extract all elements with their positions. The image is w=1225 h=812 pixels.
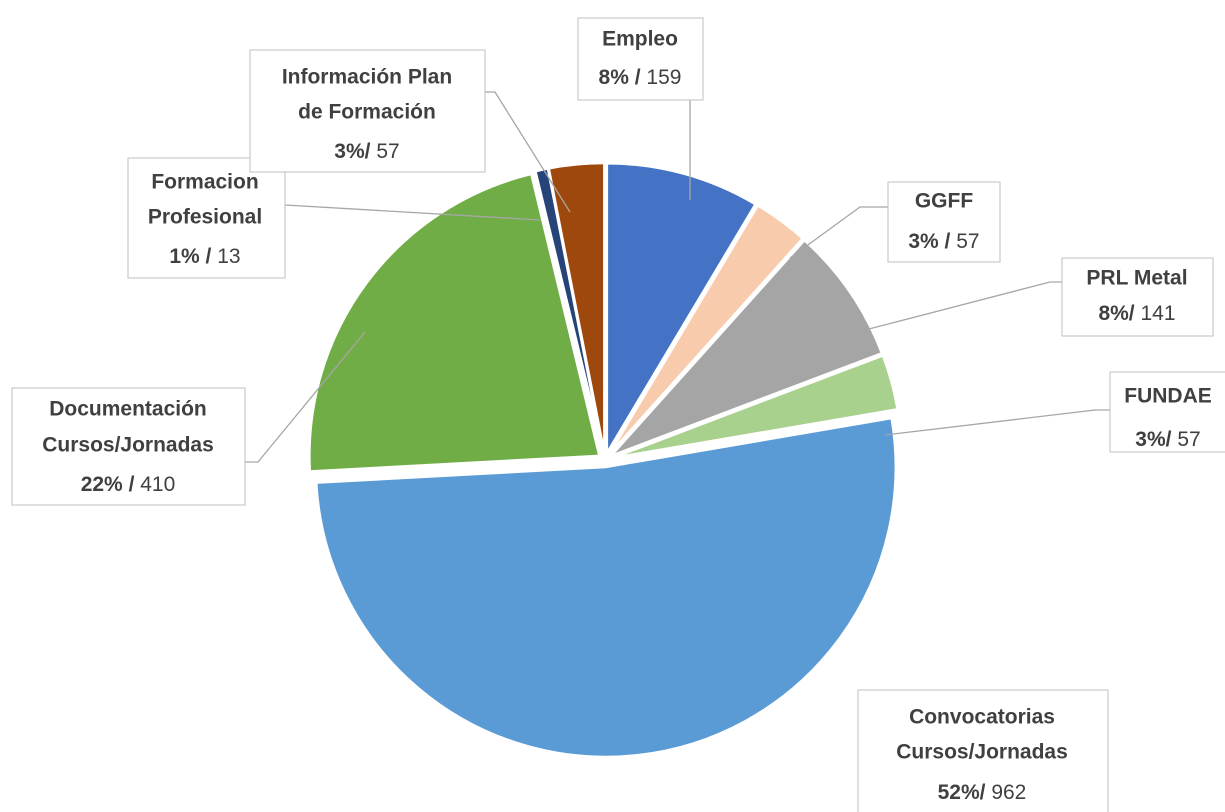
leader-line: [485, 91, 571, 213]
pie-slice: [611, 353, 900, 460]
pie-slice: [608, 203, 805, 456]
slice-value-label: 3%/ 57: [334, 140, 399, 163]
slice-label: Cursos/Jornadas: [896, 741, 1068, 764]
slice-label: de Formación: [298, 101, 436, 124]
label-box: [11, 387, 246, 506]
pie-slice: [605, 162, 758, 458]
label-box: [1109, 371, 1225, 453]
leader-line: [884, 409, 1110, 436]
count-label: 57: [1177, 428, 1200, 451]
leader-line: [864, 281, 1062, 331]
slice-value-label: 8%/ 141: [1098, 302, 1175, 325]
count-label: 962: [991, 781, 1026, 804]
pie-slice: [314, 416, 897, 759]
count-label: 13: [217, 245, 240, 268]
count-label: 57: [956, 230, 979, 253]
slice-value-label: 52%/ 962: [938, 781, 1027, 804]
leader-line: [789, 206, 888, 259]
slice-label: FUNDAE: [1124, 385, 1212, 408]
slice-label: Convocatorias: [909, 706, 1055, 729]
percent-label: 3% /: [908, 230, 950, 253]
label-box: [887, 181, 1001, 263]
count-label: 159: [646, 66, 681, 89]
slice-label: Profesional: [148, 206, 262, 229]
count-label: 141: [1140, 302, 1175, 325]
label-box: [577, 17, 704, 101]
percent-label: 3%/: [334, 140, 370, 163]
label-box: [857, 689, 1109, 812]
slice-value-label: 3% / 57: [908, 230, 979, 253]
slice-label: Formacion: [151, 171, 258, 194]
percent-label: 1% /: [169, 245, 211, 268]
percent-label: 3%/: [1135, 428, 1171, 451]
slice-label: GGFF: [915, 190, 973, 213]
slice-value-label: 22% / 410: [81, 473, 176, 496]
count-label: 57: [376, 140, 399, 163]
label-box: [249, 49, 486, 173]
slice-label: Información Plan: [282, 66, 452, 89]
pie-slice: [547, 161, 606, 454]
slice-value-label: 8% / 159: [599, 66, 682, 89]
slice-label: Documentación: [49, 398, 207, 421]
slice-value-label: 3%/ 57: [1135, 428, 1200, 451]
percent-label: 52%/: [938, 781, 986, 804]
label-box: [1061, 257, 1214, 337]
label-box: [127, 157, 286, 279]
percent-label: 8% /: [599, 66, 641, 89]
percent-label: 8%/: [1098, 302, 1134, 325]
leader-line: [284, 204, 541, 221]
slice-value-label: 1% / 13: [169, 245, 240, 268]
leader-line: [245, 331, 366, 463]
pie-slice: [609, 238, 884, 458]
percent-label: 22% /: [81, 473, 135, 496]
slice-label: Empleo: [602, 28, 678, 51]
slice-label: Cursos/Jornadas: [42, 434, 214, 457]
slice-label: PRL Metal: [1086, 267, 1187, 290]
count-label: 410: [140, 473, 175, 496]
pie-slice: [308, 172, 601, 473]
